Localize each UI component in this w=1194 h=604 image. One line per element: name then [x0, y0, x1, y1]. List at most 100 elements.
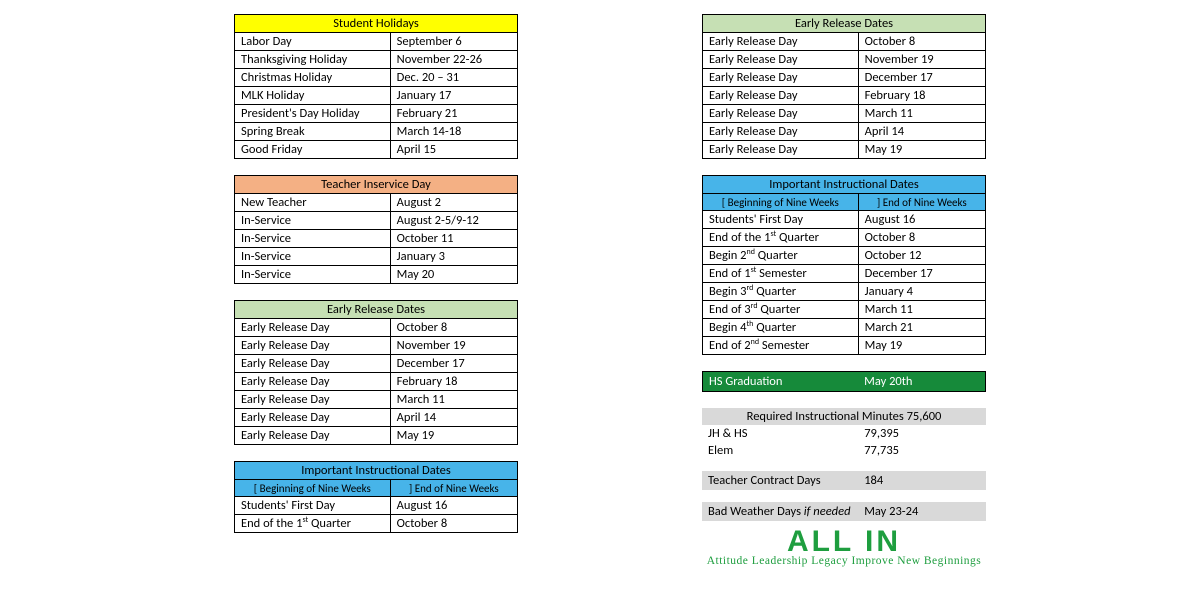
cell-label: Students' First Day	[235, 497, 391, 515]
cell-value: March 11	[858, 301, 985, 319]
cell-label: In-Service	[235, 248, 391, 266]
cell-value: November 19	[390, 337, 517, 355]
required-minutes-table: Required Instructional Minutes 75,600 JH…	[702, 408, 986, 459]
cell-value: October 8	[390, 515, 517, 533]
table-row: Early Release DayMay 19	[235, 427, 518, 445]
instructional-right-header: Important Instructional Dates	[703, 176, 986, 194]
cell-value: January 17	[390, 87, 517, 105]
cell-label: Early Release Day	[235, 355, 391, 373]
table-row: Early Release DayNovember 19	[235, 337, 518, 355]
table-row: Early Release DayMarch 11	[235, 391, 518, 409]
cell-value: October 8	[390, 319, 517, 337]
table-row: Early Release DayDecember 17	[235, 355, 518, 373]
instructional-right-sub-l: [ Beginning of Nine Weeks	[703, 194, 859, 211]
contract-value: 184	[858, 471, 986, 490]
bad-weather-italic: if needed	[804, 504, 851, 519]
right-column: Early Release Dates Early Release DayOct…	[702, 14, 986, 567]
table-row: Begin 4th QuarterMarch 21	[703, 319, 986, 337]
cell-label: Early Release Day	[703, 69, 859, 87]
cell-value: May 19	[858, 141, 985, 159]
cell-label: Christmas Holiday	[235, 69, 391, 87]
table-row: Begin 2nd QuarterOctober 12	[703, 247, 986, 265]
table-row: Early Release DayNovember 19	[703, 51, 986, 69]
cell-value: February 21	[390, 105, 517, 123]
table-row: Early Release DayMay 19	[703, 141, 986, 159]
cell-value: September 6	[390, 33, 517, 51]
cell-label: President's Day Holiday	[235, 105, 391, 123]
cell-label: End of the 1st Quarter	[703, 229, 859, 247]
table-row: Begin 3rd QuarterJanuary 4	[703, 283, 986, 301]
student-holidays-header: Student Holidays	[235, 15, 518, 33]
table-row: Elem77,735	[702, 442, 986, 459]
table-row: End of 2nd SemesterMay 19	[703, 337, 986, 355]
table-row: End of the 1st QuarterOctober 8	[235, 515, 518, 533]
table-row: Early Release DayMarch 11	[703, 105, 986, 123]
early-release-left-header: Early Release Dates	[235, 301, 518, 319]
cell-value: November 19	[858, 51, 985, 69]
table-row: Spring BreakMarch 14-18	[235, 123, 518, 141]
table-row: In-ServiceMay 20	[235, 266, 518, 284]
contract-label: Teacher Contract Days	[702, 471, 858, 490]
cell-value: March 14-18	[390, 123, 517, 141]
table-row: Early Release DayApril 14	[235, 409, 518, 427]
instructional-left-sub-l: [ Beginning of Nine Weeks	[235, 480, 391, 497]
table-row: MLK HolidayJanuary 17	[235, 87, 518, 105]
cell-value: May 19	[390, 427, 517, 445]
cell-label: Early Release Day	[703, 141, 859, 159]
cell-label: Early Release Day	[235, 337, 391, 355]
instructional-left-header: Important Instructional Dates	[235, 462, 518, 480]
cell-label: Spring Break	[235, 123, 391, 141]
table-row: Early Release DayDecember 17	[703, 69, 986, 87]
cell-value: August 2	[390, 194, 517, 212]
cell-value: October 8	[858, 229, 985, 247]
cell-label: In-Service	[235, 230, 391, 248]
cell-value: December 17	[858, 265, 985, 283]
cell-value: April 15	[390, 141, 517, 159]
cell-label: Early Release Day	[235, 319, 391, 337]
table-row: End of 3rd QuarterMarch 11	[703, 301, 986, 319]
cell-value: Dec. 20 – 31	[390, 69, 517, 87]
cell-label: Labor Day	[235, 33, 391, 51]
cell-label: In-Service	[235, 266, 391, 284]
cell-label: Early Release Day	[703, 51, 859, 69]
cell-value: April 14	[858, 123, 985, 141]
bad-weather-value: May 23-24	[858, 502, 986, 521]
instructional-left-table: Important Instructional Dates [ Beginnin…	[234, 461, 518, 533]
cell-value: March 21	[858, 319, 985, 337]
instructional-right-sub-r: ] End of Nine Weeks	[858, 194, 985, 211]
graduation-value: May 20th	[858, 372, 985, 392]
cell-label: End of 2nd Semester	[703, 337, 859, 355]
cell-value: May 20	[390, 266, 517, 284]
bad-weather-label: Bad Weather Days if needed	[702, 502, 858, 521]
table-row: Early Release DayOctober 8	[235, 319, 518, 337]
table-row: Thanksgiving HolidayNovember 22-26	[235, 51, 518, 69]
cell-label: Good Friday	[235, 141, 391, 159]
cell-label: Begin 2nd Quarter	[703, 247, 859, 265]
cell-value: May 19	[858, 337, 985, 355]
cell-label: New Teacher	[235, 194, 391, 212]
cell-value: April 14	[390, 409, 517, 427]
table-row: Christmas HolidayDec. 20 – 31	[235, 69, 518, 87]
motto-block: ALL IN Attitude Leadership Legacy Improv…	[702, 527, 986, 567]
table-row: Early Release DayOctober 8	[703, 33, 986, 51]
cell-value: January 4	[858, 283, 985, 301]
cell-value: November 22-26	[390, 51, 517, 69]
cell-label: Thanksgiving Holiday	[235, 51, 391, 69]
graduation-label: HS Graduation	[703, 372, 859, 392]
table-row: End of the 1st QuarterOctober 8	[703, 229, 986, 247]
table-row: In-ServiceJanuary 3	[235, 248, 518, 266]
cell-label: Early Release Day	[703, 87, 859, 105]
cell-value: October 11	[390, 230, 517, 248]
instructional-right-table: Important Instructional Dates [ Beginnin…	[702, 175, 986, 355]
required-minutes-header: Required Instructional Minutes 75,600	[702, 408, 986, 425]
cell-label: Begin 4th Quarter	[703, 319, 859, 337]
cell-value: 79,395	[858, 425, 986, 442]
table-row: End of 1st SemesterDecember 17	[703, 265, 986, 283]
student-holidays-table: Student Holidays Labor DaySeptember 6Tha…	[234, 14, 518, 159]
table-row: JH & HS79,395	[702, 425, 986, 442]
motto-big: ALL IN	[702, 527, 986, 557]
cell-label: Begin 3rd Quarter	[703, 283, 859, 301]
bad-weather-table: Bad Weather Days if needed May 23-24	[702, 502, 986, 521]
teacher-inservice-header: Teacher Inservice Day	[235, 176, 518, 194]
table-row: Students' First DayAugust 16	[235, 497, 518, 515]
